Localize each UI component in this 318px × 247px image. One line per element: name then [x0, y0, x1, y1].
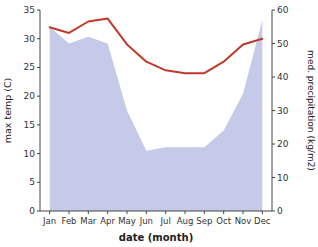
y-tick-label: 10: [24, 149, 36, 159]
y2-tick: [272, 110, 275, 111]
x-tick-label: May: [118, 216, 136, 226]
x-tick-label: Oct: [216, 216, 231, 226]
x-tick: [243, 211, 244, 214]
x-tick: [49, 211, 50, 214]
y-tick-label: 25: [24, 62, 35, 72]
y-tick-label: 30: [24, 34, 36, 44]
y2-tick-label: 0: [277, 206, 283, 216]
x-tick-label: Aug: [177, 216, 194, 226]
precip-area: [50, 20, 263, 211]
x-tick: [204, 211, 205, 214]
x-tick-label: Mar: [80, 216, 97, 226]
y-axis-line: [40, 10, 41, 211]
y-tick-label: 0: [29, 206, 35, 216]
x-tick-label: Dec: [254, 216, 271, 226]
x-tick: [185, 211, 186, 214]
y-tick: [37, 38, 40, 39]
y2-tick: [272, 144, 275, 145]
x-tick-label: Feb: [61, 216, 76, 226]
y-tick-label: 35: [24, 5, 35, 15]
y-tick: [37, 211, 40, 212]
y2-tick: [272, 177, 275, 178]
x-tick: [262, 211, 263, 214]
x-axis-label: date (month): [119, 232, 193, 243]
x-tick: [165, 211, 166, 214]
y2-tick: [272, 43, 275, 44]
x-tick-label: Jun: [139, 216, 153, 226]
y-tick: [37, 124, 40, 125]
x-tick: [69, 211, 70, 214]
plot-area: [50, 19, 263, 211]
x-tick: [146, 211, 147, 214]
x-tick: [107, 211, 108, 214]
x-tick-label: Jul: [160, 216, 171, 226]
y-tick: [37, 10, 40, 11]
y2-axis-label: med. precipitation (kg/m2): [306, 50, 316, 171]
x-tick-label: Sep: [196, 216, 212, 226]
y2-tick: [272, 10, 275, 11]
y-tick-label: 15: [24, 120, 35, 130]
y-tick-label: 5: [29, 177, 35, 187]
y2-tick-label: 40: [277, 72, 289, 82]
y2-tick-label: 30: [277, 106, 289, 116]
chart: Jan Feb MarAprMayJun Jul AugSep Oct NovDec 0 5 10…: [0, 0, 318, 247]
x-tick: [127, 211, 128, 214]
y2-tick: [272, 77, 275, 78]
y2-tick-label: 50: [277, 39, 289, 49]
y2-tick-label: 10: [277, 173, 289, 183]
x-axis-line: [40, 211, 272, 212]
y-tick-label: 20: [24, 91, 36, 101]
y2-tick-label: 60: [277, 5, 289, 15]
y-tick: [37, 182, 40, 183]
y-tick: [37, 153, 40, 154]
temp-line: [50, 19, 263, 74]
y-tick: [37, 96, 40, 97]
x-tick-label: Apr: [100, 216, 115, 226]
x-tick-label: Nov: [235, 216, 252, 226]
y2-tick: [272, 211, 275, 212]
x-tick: [88, 211, 89, 214]
y-axis-label: max temp (C): [2, 78, 13, 144]
y2-tick-label: 20: [277, 139, 289, 149]
x-tick-label: Jan: [42, 216, 56, 226]
x-tick: [223, 211, 224, 214]
y-tick: [37, 67, 40, 68]
